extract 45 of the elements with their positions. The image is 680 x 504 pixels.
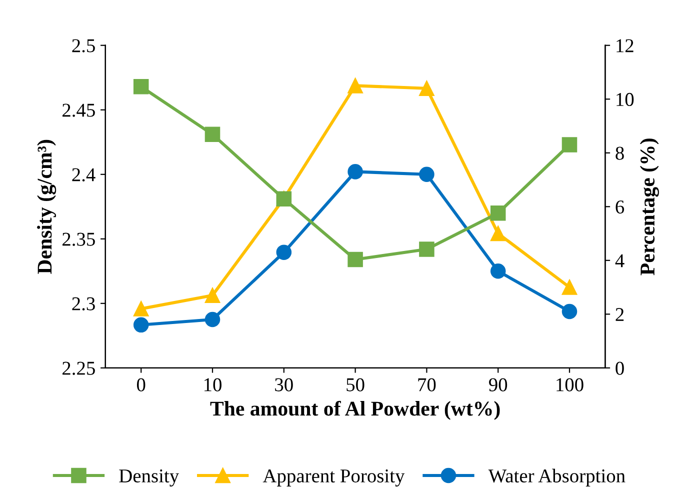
point (490, 205, 506, 221)
x-tick-label: 50 (346, 378, 364, 392)
point (348, 252, 363, 268)
point (133, 79, 149, 94)
x-tick-label: 70 (418, 378, 436, 392)
x-tick-label: 0 (136, 378, 146, 392)
point (348, 164, 363, 180)
point (562, 280, 578, 295)
y2-tick-label: 8 (616, 146, 624, 160)
y-tick-label: 2.35 (62, 232, 95, 246)
legend-label: Water Absorption (488, 468, 626, 486)
point (133, 301, 149, 316)
x-tick-label: 90 (489, 378, 508, 392)
point (419, 242, 434, 257)
point (204, 288, 220, 303)
y2-tick-label: 4 (615, 254, 624, 268)
y2-tick-label: 10 (616, 92, 634, 106)
legend-label: Density (119, 469, 180, 486)
point (419, 80, 434, 96)
y-tick-label: 2.5 (72, 39, 95, 52)
y2-tick-label: 0 (616, 362, 624, 375)
point (276, 244, 292, 260)
y2-tick-label: 2 (616, 308, 624, 321)
y-tick-label: 2.45 (62, 104, 95, 117)
legend-label: Apparent Porosity (262, 469, 405, 486)
x-tick-label: 100 (556, 378, 584, 392)
point (562, 304, 578, 320)
point (562, 137, 578, 152)
point (133, 317, 149, 333)
point (490, 264, 506, 279)
y-tick-label: 2.25 (62, 362, 95, 375)
y-axis-title: Density (g/cm³) (37, 140, 56, 274)
y2-axis-title: Percentage (%) (640, 138, 659, 276)
y-tick-label: 2.4 (72, 168, 96, 182)
point (204, 312, 220, 328)
point (490, 226, 506, 242)
x-tick-label: 10 (204, 378, 222, 392)
y2-tick-label: 12 (616, 39, 634, 52)
y2-tick-label: 6 (616, 200, 624, 214)
point (419, 166, 434, 182)
x-axis-title: The amount of Al Powder (wt%) (210, 400, 500, 420)
point (348, 78, 363, 94)
x-tick-label: 30 (275, 378, 293, 392)
point (204, 126, 220, 142)
y-tick-label: 2.3 (72, 297, 95, 310)
